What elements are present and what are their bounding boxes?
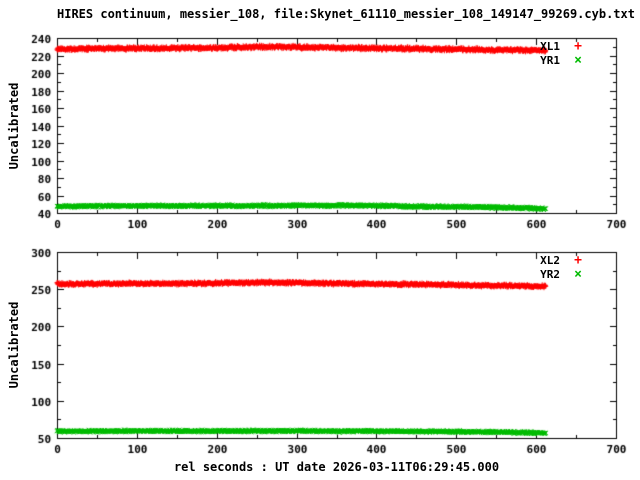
legend-entry-yr1: YR1 ×: [500, 54, 596, 68]
chart-title: HIRES continuum, messier_108, file:Skyne…: [57, 7, 635, 21]
legend-entry-yr2: YR2 ×: [500, 268, 596, 282]
cross-marker-icon: ×: [574, 267, 582, 282]
legend-label-xl1: XL1: [540, 40, 560, 53]
legend-entry-xl1: XL1 +: [500, 40, 596, 54]
legend-label-xl2: XL2: [540, 254, 560, 267]
legend-entry-xl2: XL2 +: [500, 254, 596, 268]
plus-marker-icon: +: [574, 39, 582, 54]
plot2-y-axis-label: Uncalibrated: [7, 301, 21, 389]
x-axis-label: rel seconds : UT date 2026-03-11T06:29:4…: [173, 460, 500, 474]
cross-marker-icon: ×: [574, 53, 582, 68]
plot1-y-axis-label: Uncalibrated: [7, 82, 21, 170]
legend-label-yr1: YR1: [540, 54, 560, 67]
plus-marker-icon: +: [574, 253, 582, 268]
legend-label-yr2: YR2: [540, 268, 560, 281]
